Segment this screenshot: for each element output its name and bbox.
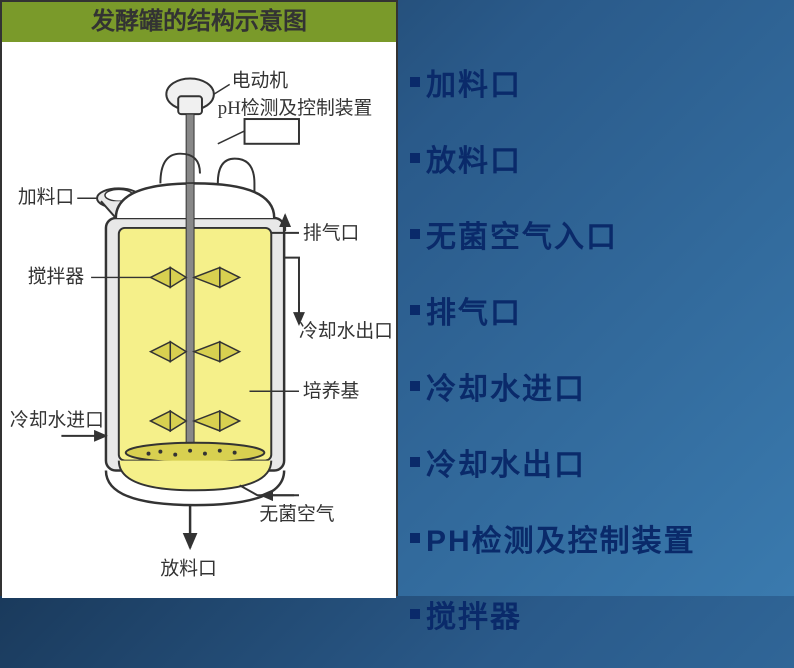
bullet-list: 加料口 放料口 无菌空气入口 排气口 冷却水进口 冷却水出口 PH检测及控制装置…: [410, 60, 790, 668]
label-motor: 电动机: [232, 69, 289, 91]
list-item: 搅拌器: [410, 592, 790, 636]
bullet-label: 冷却水进口: [426, 364, 586, 408]
bullet-icon: [410, 305, 420, 315]
bullet-icon: [410, 609, 420, 619]
bullet-label: PH检测及控制装置: [426, 516, 696, 560]
diagram-panel: 发酵罐的结构示意图 电动机 pH检测及控制装置 加料口: [0, 0, 398, 596]
bullet-icon: [410, 77, 420, 87]
bullet-icon: [410, 457, 420, 467]
label-discharge: 放料口: [160, 557, 216, 579]
label-ph: pH检测及控制装置: [218, 97, 373, 119]
list-item: 冷却水进口: [410, 364, 790, 408]
diagram-title: 发酵罐的结构示意图: [2, 2, 396, 42]
label-air: 无菌空气: [259, 503, 334, 525]
bullet-label: 加料口: [426, 60, 522, 104]
list-item: 冷却水出口: [410, 440, 790, 484]
bullet-icon: [410, 381, 420, 391]
list-item: 无菌空气入口: [410, 212, 790, 256]
label-coolout: 冷却水出口: [299, 320, 393, 342]
label-medium: 培养基: [303, 380, 360, 402]
label-stirrer: 搅拌器: [28, 265, 85, 287]
bullet-label: 冷却水出口: [426, 440, 586, 484]
list-item: 排气口: [410, 288, 790, 332]
label-coolin: 冷却水进口: [10, 409, 104, 431]
fermenter-diagram: 电动机 pH检测及控制装置 加料口: [2, 42, 396, 598]
list-item: 加料口: [410, 60, 790, 104]
bullet-label: 无菌空气入口: [426, 212, 618, 256]
list-item: PH检测及控制装置: [410, 516, 790, 560]
bullet-label: 放料口: [426, 136, 522, 180]
bullet-icon: [410, 153, 420, 163]
list-item: 放料口: [410, 136, 790, 180]
bullet-icon: [410, 229, 420, 239]
label-feed: 加料口: [18, 186, 74, 208]
label-exhaust: 排气口: [303, 222, 359, 244]
bullet-label: 排气口: [426, 288, 522, 332]
bullet-icon: [410, 533, 420, 543]
bullet-label: 搅拌器: [426, 592, 522, 636]
